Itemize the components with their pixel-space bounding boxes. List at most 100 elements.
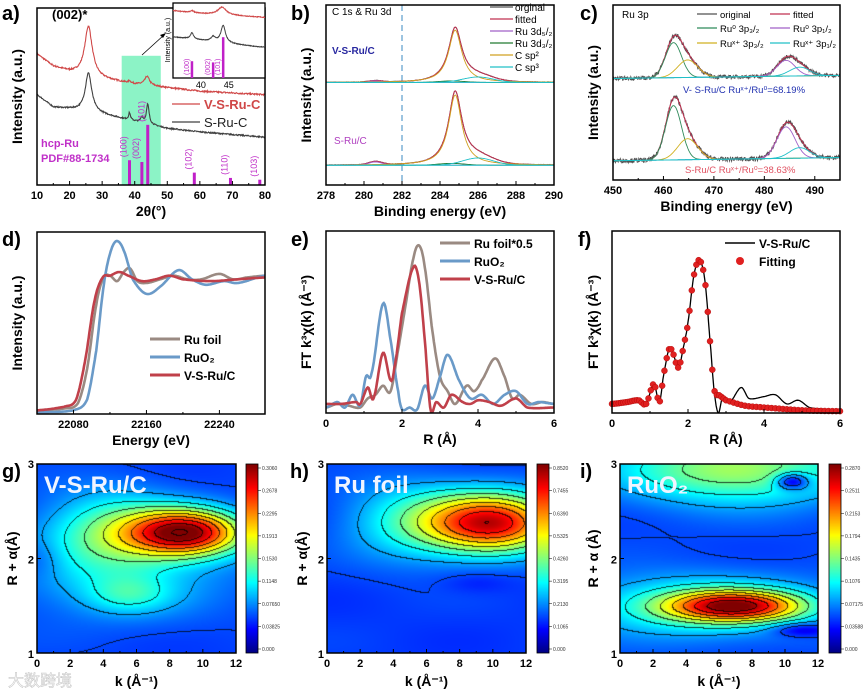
fit-point xyxy=(690,271,698,278)
x-axis-label: R (Å) xyxy=(423,431,456,447)
heatmap-title: Ru foil xyxy=(334,472,409,499)
x-tick-label: 10 xyxy=(779,658,791,670)
colorbar-tick-label: 0.000 xyxy=(845,647,858,653)
original-spectrum xyxy=(326,90,554,166)
heatmap-g xyxy=(37,464,236,653)
fitted-spectrum xyxy=(326,90,554,166)
x-tick-label: 6 xyxy=(133,658,139,670)
fit-point xyxy=(709,366,716,373)
x-tick-label: 490 xyxy=(806,185,824,197)
fit-point xyxy=(702,281,709,289)
x-tick-label: 280 xyxy=(355,190,373,202)
x-tick-label: 40 xyxy=(129,190,141,202)
inset-hkl-label: (002) xyxy=(205,59,212,75)
panel-title: Ru 3p xyxy=(622,10,649,21)
fitted-spectrum xyxy=(613,96,840,162)
x-tick-label: 2 xyxy=(67,658,73,670)
inset-hkl-label: (100) xyxy=(184,59,191,75)
ratio-annotation: V- S-Ru/C Ruˣ⁺/Ru⁰=68.19% xyxy=(683,85,806,96)
peak-annotation: (002)* xyxy=(52,7,88,22)
x-tick-label: 4 xyxy=(683,658,690,670)
x-tick-label: 6 xyxy=(837,418,843,430)
panel-label-h: h) xyxy=(290,461,309,483)
reference-hkl-label: (103) xyxy=(249,156,259,177)
colorbar-tick-label: 0.5325 xyxy=(553,534,569,540)
heatmap-title: RuO₂ xyxy=(627,472,688,499)
fit-point xyxy=(704,308,711,316)
colorbar-tick-label: 0.7455 xyxy=(553,489,569,495)
fit-point xyxy=(647,387,654,394)
x-axis-label: k (Å⁻¹) xyxy=(405,673,448,689)
x-tick-label: 8 xyxy=(457,658,463,670)
colorbar-tick-label: 0.2870 xyxy=(845,466,861,472)
x-tick-label: 6 xyxy=(716,658,722,670)
fit-point xyxy=(645,395,652,402)
fit-point xyxy=(681,336,689,343)
x-tick-label: 2 xyxy=(399,418,405,430)
inset-tick-label: 40 xyxy=(196,80,206,90)
y-tick-label: 1 xyxy=(28,649,34,661)
background-line xyxy=(613,74,840,79)
y-axis-label: R + α(Å) xyxy=(294,531,310,585)
x-tick-label: 22160 xyxy=(131,419,162,431)
x-tick-label: 0 xyxy=(34,658,40,670)
x-tick-label: 450 xyxy=(604,185,622,197)
x-axis-label: Binding energy (eV) xyxy=(374,203,506,219)
y-tick-label: 2 xyxy=(611,555,617,567)
legend-marker xyxy=(736,257,744,265)
sample-label: V-S-Ru/C xyxy=(332,46,375,57)
panel-label-e: e) xyxy=(291,229,309,251)
x-tick-label: 6 xyxy=(551,418,557,430)
y-axis-label: R + α (Å) xyxy=(585,530,601,588)
panel-label-i: i) xyxy=(580,461,592,483)
background-line xyxy=(613,157,840,162)
colorbar-tick-label: 0.1148 xyxy=(262,579,277,585)
legend-label: RuO₂ xyxy=(184,351,215,365)
x-axis-label: R (Å) xyxy=(709,431,742,447)
colorbar-i xyxy=(829,464,841,653)
colorbar-tick-label: 0.07175 xyxy=(845,602,863,608)
fit-point xyxy=(668,346,675,353)
fit-point xyxy=(679,347,686,355)
y-axis-label: FT k³χ(k) (Å⁻³) xyxy=(585,275,601,369)
legend-label: RuO₂ xyxy=(474,255,505,269)
fit-point xyxy=(697,258,705,266)
colorbar-tick-label: 0.2130 xyxy=(553,602,569,608)
reference-hkl-label: (110) xyxy=(219,155,229,175)
legend-label: Ru⁰ 3p₃/₂ xyxy=(720,24,760,35)
colorbar-tick-label: 0.2295 xyxy=(262,511,278,517)
colorbar-tick-label: 0.2678 xyxy=(262,489,278,495)
x-axis-label: Energy (eV) xyxy=(112,432,190,448)
colorbar-tick-label: 0.3060 xyxy=(262,466,278,472)
inset-series-line xyxy=(173,24,265,49)
x-tick-label: 12 xyxy=(812,658,824,670)
x-tick-label: 2 xyxy=(357,658,363,670)
y-axis-label: FT k³χ(k) (Å⁻³) xyxy=(298,275,314,369)
x-tick-label: 0 xyxy=(324,658,330,670)
reference-hkl-label: (002) xyxy=(131,138,141,159)
colorbar-tick-label: 0.03825 xyxy=(262,624,280,630)
legend-label: V-S-Ru/C xyxy=(184,369,236,383)
series-line-V-S-Ru/C xyxy=(326,264,554,413)
colorbar-tick-label: 0.03588 xyxy=(845,624,863,630)
colorbar-tick-label: 0.8520 xyxy=(553,466,569,472)
colorbar-tick-label: 0.2153 xyxy=(845,511,861,517)
colorbar-tick-label: 0.1435 xyxy=(845,557,861,563)
fit-point xyxy=(661,367,668,374)
x-axis-label: 2θ(°) xyxy=(136,203,166,219)
panel-label-d: d) xyxy=(2,229,21,251)
colorbar-tick-label: 0.07650 xyxy=(262,602,280,608)
x-tick-label: 10 xyxy=(31,190,43,202)
x-tick-label: 2 xyxy=(650,658,656,670)
x-tick-label: 8 xyxy=(167,658,173,670)
x-tick-label: 60 xyxy=(194,190,206,202)
colorbar-frame xyxy=(828,463,842,654)
x-tick-label: 12 xyxy=(520,658,532,670)
y-tick-label: 1 xyxy=(611,649,617,661)
fit-component xyxy=(326,94,554,166)
colorbar-tick-label: 0.1794 xyxy=(845,534,861,540)
series-line-RuO₂ xyxy=(326,301,554,412)
fit-point xyxy=(656,398,664,405)
